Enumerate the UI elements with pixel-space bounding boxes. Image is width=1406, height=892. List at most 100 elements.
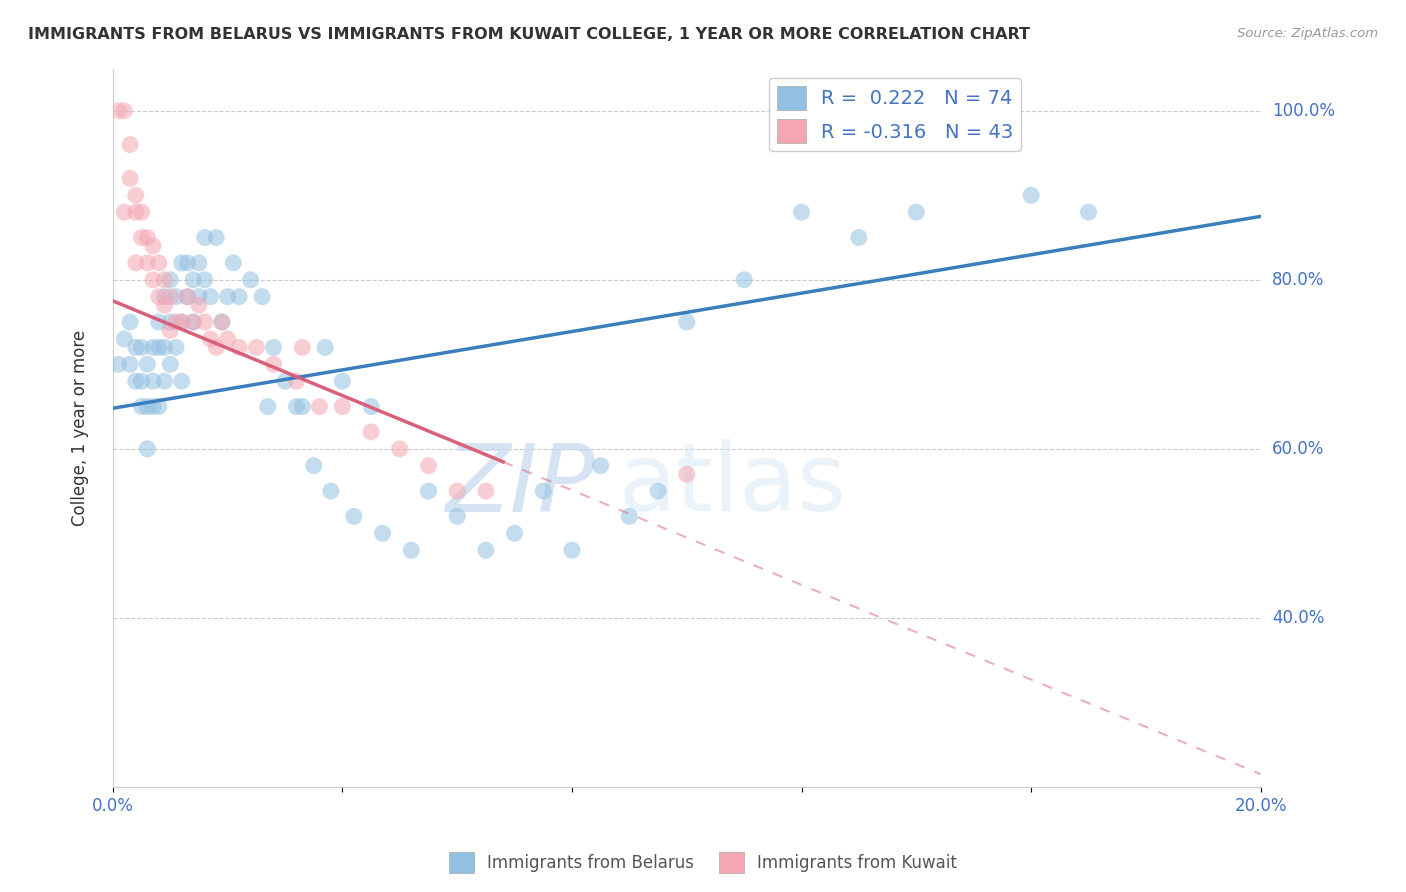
Point bbox=[112, 332, 135, 346]
Point bbox=[332, 400, 354, 414]
Point bbox=[142, 400, 165, 414]
Point bbox=[647, 484, 669, 499]
Point bbox=[181, 273, 204, 287]
Point bbox=[194, 315, 217, 329]
Point bbox=[388, 442, 411, 456]
Point bbox=[263, 357, 285, 371]
Point bbox=[418, 458, 440, 473]
Point bbox=[475, 543, 498, 558]
Point bbox=[153, 273, 176, 287]
Point bbox=[418, 484, 440, 499]
Point bbox=[107, 103, 129, 118]
Point bbox=[302, 458, 325, 473]
Point bbox=[125, 205, 148, 219]
Point bbox=[250, 290, 273, 304]
Point bbox=[170, 374, 193, 388]
Point bbox=[217, 332, 239, 346]
Point bbox=[148, 290, 170, 304]
Point bbox=[205, 230, 228, 244]
Point bbox=[148, 400, 170, 414]
Point bbox=[125, 188, 148, 202]
Point bbox=[153, 340, 176, 354]
Point bbox=[291, 400, 314, 414]
Point bbox=[176, 290, 198, 304]
Point bbox=[142, 340, 165, 354]
Point bbox=[159, 324, 181, 338]
Point bbox=[142, 273, 165, 287]
Point bbox=[211, 315, 233, 329]
Point bbox=[170, 256, 193, 270]
Point bbox=[136, 442, 159, 456]
Point bbox=[274, 374, 297, 388]
Point bbox=[159, 273, 181, 287]
Legend: Immigrants from Belarus, Immigrants from Kuwait: Immigrants from Belarus, Immigrants from… bbox=[441, 846, 965, 880]
Point bbox=[136, 400, 159, 414]
Point bbox=[165, 340, 187, 354]
Point bbox=[371, 526, 394, 541]
Point bbox=[1077, 205, 1099, 219]
Point bbox=[187, 256, 209, 270]
Point bbox=[239, 273, 262, 287]
Point bbox=[589, 458, 612, 473]
Point bbox=[120, 357, 142, 371]
Point bbox=[159, 290, 181, 304]
Point bbox=[187, 298, 209, 312]
Point bbox=[120, 315, 142, 329]
Point bbox=[159, 315, 181, 329]
Text: 60.0%: 60.0% bbox=[1272, 440, 1324, 458]
Point bbox=[848, 230, 870, 244]
Point bbox=[360, 425, 382, 439]
Point bbox=[153, 290, 176, 304]
Text: IMMIGRANTS FROM BELARUS VS IMMIGRANTS FROM KUWAIT COLLEGE, 1 YEAR OR MORE CORREL: IMMIGRANTS FROM BELARUS VS IMMIGRANTS FR… bbox=[28, 27, 1031, 42]
Point bbox=[194, 230, 217, 244]
Point bbox=[187, 290, 209, 304]
Point bbox=[503, 526, 526, 541]
Point bbox=[619, 509, 641, 524]
Point bbox=[343, 509, 366, 524]
Point bbox=[675, 467, 697, 482]
Text: 40.0%: 40.0% bbox=[1272, 609, 1324, 627]
Text: Source: ZipAtlas.com: Source: ZipAtlas.com bbox=[1237, 27, 1378, 40]
Point bbox=[905, 205, 928, 219]
Point bbox=[675, 315, 697, 329]
Point bbox=[1019, 188, 1042, 202]
Point bbox=[125, 340, 148, 354]
Point bbox=[136, 357, 159, 371]
Point bbox=[170, 315, 193, 329]
Text: ZIP: ZIP bbox=[446, 440, 595, 531]
Point bbox=[245, 340, 267, 354]
Point bbox=[181, 315, 204, 329]
Y-axis label: College, 1 year or more: College, 1 year or more bbox=[72, 330, 89, 525]
Text: atlas: atlas bbox=[617, 439, 846, 531]
Point bbox=[319, 484, 342, 499]
Point bbox=[159, 357, 181, 371]
Point bbox=[790, 205, 813, 219]
Point bbox=[446, 509, 468, 524]
Legend: R =  0.222   N = 74, R = -0.316   N = 43: R = 0.222 N = 74, R = -0.316 N = 43 bbox=[769, 78, 1021, 151]
Point bbox=[131, 374, 153, 388]
Point bbox=[531, 484, 554, 499]
Point bbox=[131, 340, 153, 354]
Point bbox=[120, 171, 142, 186]
Point bbox=[446, 484, 468, 499]
Point bbox=[200, 332, 222, 346]
Point bbox=[153, 298, 176, 312]
Point bbox=[205, 340, 228, 354]
Point bbox=[131, 205, 153, 219]
Point bbox=[475, 484, 498, 499]
Point bbox=[120, 137, 142, 152]
Point bbox=[228, 290, 250, 304]
Point bbox=[131, 400, 153, 414]
Point bbox=[228, 340, 250, 354]
Point bbox=[256, 400, 278, 414]
Point bbox=[176, 290, 198, 304]
Point bbox=[285, 374, 308, 388]
Point bbox=[263, 340, 285, 354]
Point bbox=[170, 315, 193, 329]
Point bbox=[217, 290, 239, 304]
Point bbox=[308, 400, 330, 414]
Point bbox=[148, 256, 170, 270]
Point bbox=[181, 315, 204, 329]
Point bbox=[165, 315, 187, 329]
Point bbox=[401, 543, 423, 558]
